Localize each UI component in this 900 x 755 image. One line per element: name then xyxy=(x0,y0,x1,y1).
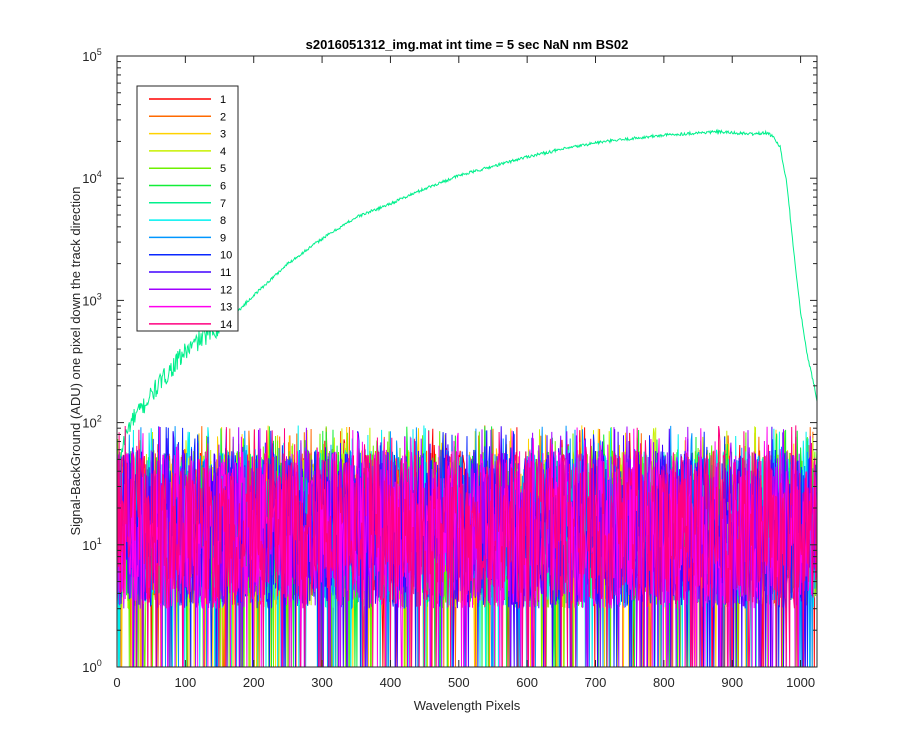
y-tick-label: 105 xyxy=(82,47,101,64)
y-tick-exponent: 0 xyxy=(97,658,102,668)
plot-frame xyxy=(116,55,818,668)
y-tick-exponent: 3 xyxy=(97,291,102,301)
series-layer xyxy=(117,128,817,667)
chart-title: s2016051312_img.mat int time = 5 sec NaN… xyxy=(306,37,629,52)
x-tick-label: 400 xyxy=(380,675,402,690)
legend-label-12: 12 xyxy=(220,284,232,296)
series-line-14 xyxy=(117,425,817,667)
legend-label-1: 1 xyxy=(220,94,226,106)
y-tick-exponent: 1 xyxy=(97,536,102,546)
legend-label-2: 2 xyxy=(220,111,226,123)
legend-label-4: 4 xyxy=(220,146,226,158)
legend-label-7: 7 xyxy=(220,198,226,210)
legend-label-13: 13 xyxy=(220,302,232,314)
x-axis: 0 100 200 300 400 500 600 700 800 900 1000 xyxy=(113,56,815,690)
y-tick-exponent: 4 xyxy=(97,169,102,179)
legend-label-3: 3 xyxy=(220,129,226,141)
x-axis-label: Wavelength Pixels xyxy=(414,698,521,713)
x-tick-label: 900 xyxy=(721,675,743,690)
y-tick-label: 101 xyxy=(82,536,101,553)
y-tick-label: 103 xyxy=(82,291,101,308)
x-tick-label: 600 xyxy=(516,675,538,690)
legend-label-5: 5 xyxy=(220,163,226,175)
legend-box xyxy=(136,85,239,332)
y-axis-label: Signal-BackGround (ADU) one pixel down t… xyxy=(68,186,83,535)
x-tick-label: 100 xyxy=(175,675,197,690)
legend-label-11: 11 xyxy=(220,267,231,279)
legend-label-14: 14 xyxy=(220,319,232,331)
x-tick-label: 500 xyxy=(448,675,470,690)
legend-label-9: 9 xyxy=(220,232,226,244)
y-tick-label: 104 xyxy=(82,169,101,186)
x-tick-label: 1000 xyxy=(786,675,815,690)
x-tick-label: 800 xyxy=(653,675,675,690)
legend-label-8: 8 xyxy=(220,215,226,227)
y-tick-exponent: 5 xyxy=(97,47,102,57)
y-tick-label: 100 xyxy=(82,658,101,675)
x-tick-label: 200 xyxy=(243,675,265,690)
y-tick-label: 102 xyxy=(82,414,101,431)
x-tick-label: 0 xyxy=(113,675,120,690)
y-tick-exponent: 2 xyxy=(97,414,102,424)
legend-label-10: 10 xyxy=(220,250,232,262)
x-tick-label: 300 xyxy=(311,675,333,690)
legend-label-6: 6 xyxy=(220,181,226,193)
x-tick-label: 700 xyxy=(585,675,607,690)
